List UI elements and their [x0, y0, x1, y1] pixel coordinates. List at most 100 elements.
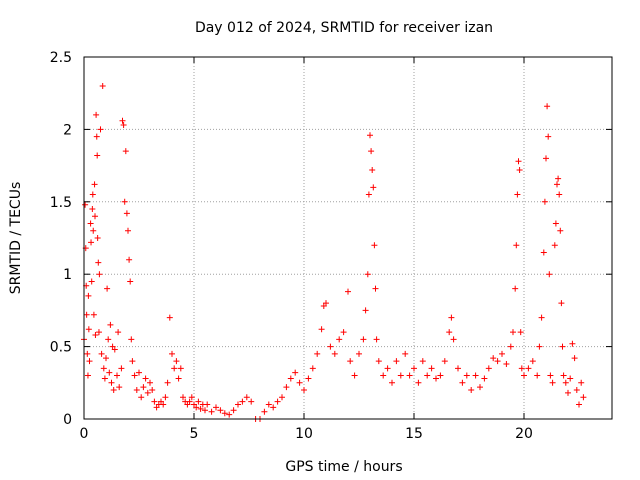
data-point [270, 404, 277, 411]
data-point [552, 220, 559, 227]
data-point [202, 407, 208, 414]
y-axis-label: SRMTID / TECUs [8, 182, 24, 295]
data-point [437, 372, 444, 379]
data-point [507, 343, 514, 350]
y-tick-label: 0 [63, 412, 72, 428]
data-point [213, 404, 219, 411]
data-point [318, 326, 325, 333]
data-point [149, 387, 156, 394]
data-point [90, 311, 97, 318]
data-point [169, 350, 175, 357]
data-point [296, 379, 303, 386]
data-point [397, 372, 404, 379]
data-point [351, 372, 358, 379]
data-point [126, 256, 133, 263]
data-point [305, 375, 312, 382]
data-point [204, 401, 211, 408]
data-point [89, 191, 96, 198]
data-point [195, 398, 202, 405]
data-point [448, 314, 455, 321]
data-point [562, 379, 569, 386]
data-point [393, 358, 400, 365]
data-point [128, 336, 135, 343]
data-point [369, 166, 376, 173]
x-tick-label: 0 [80, 426, 89, 442]
data-point [217, 407, 224, 414]
data-point [558, 300, 565, 307]
data-point [173, 358, 180, 365]
data-point [108, 379, 115, 386]
data-point [99, 82, 106, 89]
data-point [283, 384, 290, 391]
points-layer [81, 82, 587, 422]
data-point [96, 271, 103, 278]
data-point [90, 227, 97, 234]
data-point [106, 369, 113, 376]
data-point [82, 201, 89, 208]
data-point [415, 379, 422, 386]
data-point [554, 181, 560, 188]
data-point [370, 184, 377, 191]
data-point [144, 389, 151, 396]
data-point [472, 372, 479, 379]
data-point [402, 350, 409, 357]
data-point [208, 408, 215, 415]
data-point [239, 398, 246, 405]
data-point [490, 355, 497, 362]
data-point [180, 394, 186, 401]
data-point [515, 158, 522, 165]
data-point [92, 213, 98, 220]
data-point [546, 271, 553, 278]
data-point [140, 384, 147, 391]
data-point [560, 372, 567, 379]
data-point [534, 372, 541, 379]
data-point [441, 358, 448, 365]
data-point [567, 375, 574, 382]
data-point [160, 401, 167, 408]
data-point [340, 329, 347, 336]
data-point [571, 355, 578, 362]
data-point [544, 103, 551, 110]
data-point [516, 166, 523, 173]
data-point [499, 350, 505, 357]
data-point [419, 358, 426, 365]
data-point [133, 387, 140, 394]
data-point [93, 111, 100, 118]
y-tick-label: 1.5 [50, 195, 72, 211]
data-point [93, 133, 100, 140]
data-point [111, 346, 118, 353]
data-point [122, 148, 129, 155]
data-point [309, 365, 316, 372]
data-point [463, 372, 470, 379]
data-point [166, 314, 173, 321]
data-point [503, 360, 510, 367]
data-point [95, 259, 102, 266]
data-point [375, 358, 382, 365]
data-point [100, 365, 107, 372]
data-point [97, 126, 104, 133]
data-point [468, 387, 475, 394]
data-point [411, 365, 417, 372]
chart-title: Day 012 of 2024, SRMTID for receiver iza… [195, 20, 493, 36]
data-point [345, 288, 351, 295]
data-point [371, 242, 378, 249]
data-point [88, 239, 95, 246]
data-point [115, 329, 122, 336]
data-point [94, 235, 101, 241]
data-point [459, 379, 466, 386]
data-point [83, 311, 90, 318]
data-point [103, 355, 109, 362]
y-tick-label: 2.5 [50, 50, 72, 66]
data-point [424, 372, 431, 379]
data-point [364, 271, 371, 278]
data-point [512, 285, 519, 292]
data-point [580, 394, 587, 401]
data-point [104, 285, 111, 292]
data-point [380, 372, 387, 379]
data-point [127, 278, 134, 285]
data-point [389, 379, 395, 386]
data-point [510, 329, 516, 336]
data-point [551, 242, 558, 249]
data-point [85, 326, 92, 333]
